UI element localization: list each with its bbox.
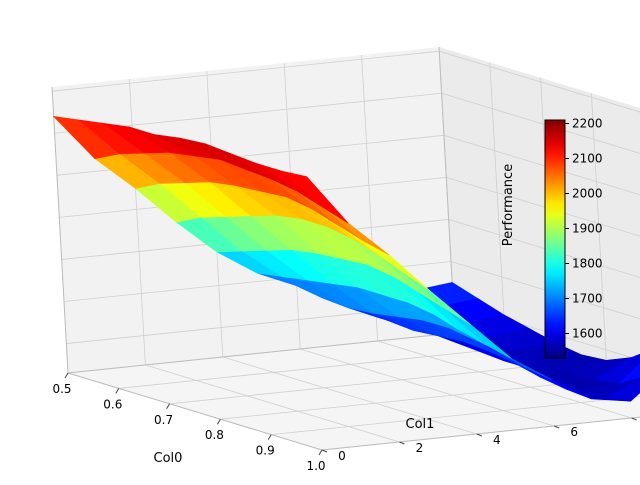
z-axis-label: Performance [501,164,516,246]
x-tick-label: 1.0 [306,459,325,473]
colorbar-tick-label: 2000 [572,187,603,201]
colorbar-bar [545,120,565,358]
y-tick-label: 4 [493,433,501,447]
x-tick-label: 0.5 [52,382,71,396]
colorbar-tick-label: 1900 [572,222,603,236]
x-tick-label: 0.8 [205,428,224,442]
x-tick-mark [217,419,220,424]
y-tick-mark [399,442,404,444]
x-tick-mark [65,373,68,378]
x-tick-mark [167,404,170,409]
y-tick-label: 6 [570,425,578,439]
colorbar-tick-label: 1700 [572,292,603,306]
y-tick-mark [632,418,637,420]
x-tick-mark [268,435,271,440]
x-tick-label: 0.7 [154,413,173,427]
x-tick-mark [116,388,119,393]
y-tick-mark [554,426,559,428]
y-tick-mark [322,450,327,452]
colorbar-tick-label: 1600 [572,327,603,341]
x-tick-label: 0.6 [103,397,122,411]
y-axis-label: Col1 [406,417,435,432]
x-axis-label: Col0 [154,451,183,466]
colorbar-tick-label: 2200 [572,117,603,131]
y-tick-mark [477,434,482,436]
y-tick-label: 0 [338,449,346,463]
x-tick-label: 0.9 [256,444,275,458]
y-tick-label: 2 [416,441,424,455]
colorbar-tick-label: 2100 [572,152,603,166]
colorbar-tick-label: 1800 [572,257,603,271]
x-tick-mark [319,450,322,455]
